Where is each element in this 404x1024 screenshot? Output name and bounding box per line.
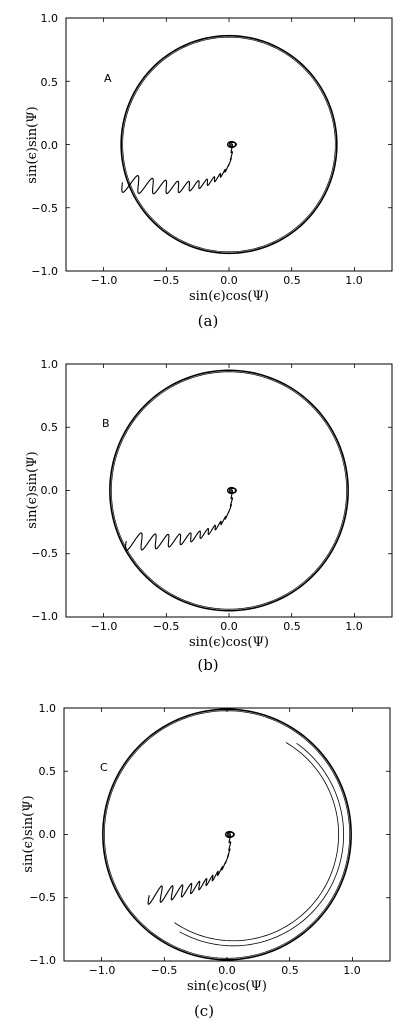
x-tick-label: −1.0 [91, 620, 118, 633]
trajectory-spiral [125, 489, 234, 552]
y-tick-labels-b: 1.0 0.5 0.0 −0.5 −1.0 [31, 358, 58, 623]
x-tick-label: 0.5 [281, 964, 299, 977]
x-tick-label: −0.5 [153, 620, 180, 633]
trajectory-arc [174, 742, 339, 942]
trajectory-spiral [147, 833, 232, 905]
x-tick-label: 0.0 [220, 620, 238, 633]
x-tick-label: −0.5 [153, 274, 180, 287]
trajectory-circle [109, 369, 349, 612]
caption-b: (b) [197, 656, 218, 674]
trajectory-circle [102, 708, 352, 961]
y-tick-label: 0.5 [41, 76, 59, 89]
trajectory-spiral [121, 143, 234, 195]
x-tick-labels-c: −1.0 −0.5 0.0 0.5 1.0 [89, 964, 361, 977]
trajectory-circle [104, 710, 350, 959]
trajectory-arc [179, 742, 344, 947]
y-tick-label: 1.0 [39, 702, 57, 715]
center-loop [228, 831, 235, 838]
x-tick-label: 0.5 [283, 620, 301, 633]
y-tick-label: −0.5 [31, 547, 58, 560]
center-loop [230, 141, 237, 148]
y-tick-label: 0.5 [39, 765, 57, 778]
y-tick-label: 0.0 [41, 484, 59, 497]
x-axis-label-a: sin(ϵ)cos(Ψ) [189, 289, 269, 304]
x-tick-label: 1.0 [345, 274, 363, 287]
y-tick-label: −1.0 [31, 610, 58, 623]
y-tick-label: 0.0 [41, 139, 59, 152]
plot-area-c [64, 707, 390, 962]
x-tick-label: 1.0 [345, 620, 363, 633]
panel-a: A 1.0 0.5 0.0 −0.5 −1.0 −1.0 −0.5 0.0 0.… [25, 12, 393, 330]
panel-letter-b: B [102, 417, 110, 430]
y-tick-label: 0.5 [41, 421, 59, 434]
x-tick-label: 1.0 [343, 964, 361, 977]
y-tick-labels-a: 1.0 0.5 0.0 −0.5 −1.0 [31, 12, 58, 278]
trajectory-circle [111, 371, 347, 610]
y-tick-label: −1.0 [31, 265, 58, 278]
x-tick-label: −1.0 [91, 274, 118, 287]
caption-c: (c) [194, 1002, 214, 1020]
trajectory-circle [120, 34, 338, 255]
panel-b: B 1.0 0.5 0.0 −0.5 −1.0 −1.0 −0.5 0.0 0.… [25, 358, 393, 674]
y-tick-label: −0.5 [29, 891, 56, 904]
panel-letter-c: C [100, 761, 108, 774]
plot-area-b [66, 363, 392, 618]
panel-letter-a: A [104, 72, 112, 85]
caption-a: (a) [198, 312, 219, 330]
x-tick-labels-b: −1.0 −0.5 0.0 0.5 1.0 [91, 620, 363, 633]
y-tick-label: −1.0 [29, 954, 56, 967]
y-tick-label: 1.0 [41, 358, 59, 371]
x-tick-label: −0.5 [151, 964, 178, 977]
y-tick-label: 1.0 [41, 12, 59, 25]
panel-c: C 1.0 0.5 0.0 −0.5 −1.0 −1.0 −0.5 0.0 0.… [21, 702, 391, 1020]
x-tick-label: 0.0 [218, 964, 236, 977]
y-axis-label-a: sin(ϵ)sin(Ψ) [25, 106, 40, 183]
plot-area-a [66, 17, 392, 272]
x-tick-label: −1.0 [89, 964, 116, 977]
x-tick-labels-a: −1.0 −0.5 0.0 0.5 1.0 [91, 274, 363, 287]
y-axis-label-b: sin(ϵ)sin(Ψ) [25, 451, 40, 528]
center-loop [230, 487, 237, 494]
y-axis-label-c: sin(ϵ)sin(Ψ) [21, 795, 36, 872]
x-tick-label: 0.5 [283, 274, 301, 287]
x-tick-label: 0.0 [220, 274, 238, 287]
y-tick-label: 0.0 [39, 828, 57, 841]
x-axis-label-c: sin(ϵ)cos(Ψ) [187, 979, 267, 994]
y-tick-label: −0.5 [31, 202, 58, 215]
trajectory-circle [122, 36, 336, 253]
x-axis-label-b: sin(ϵ)cos(Ψ) [189, 635, 269, 650]
y-tick-labels-c: 1.0 0.5 0.0 −0.5 −1.0 [29, 702, 56, 967]
